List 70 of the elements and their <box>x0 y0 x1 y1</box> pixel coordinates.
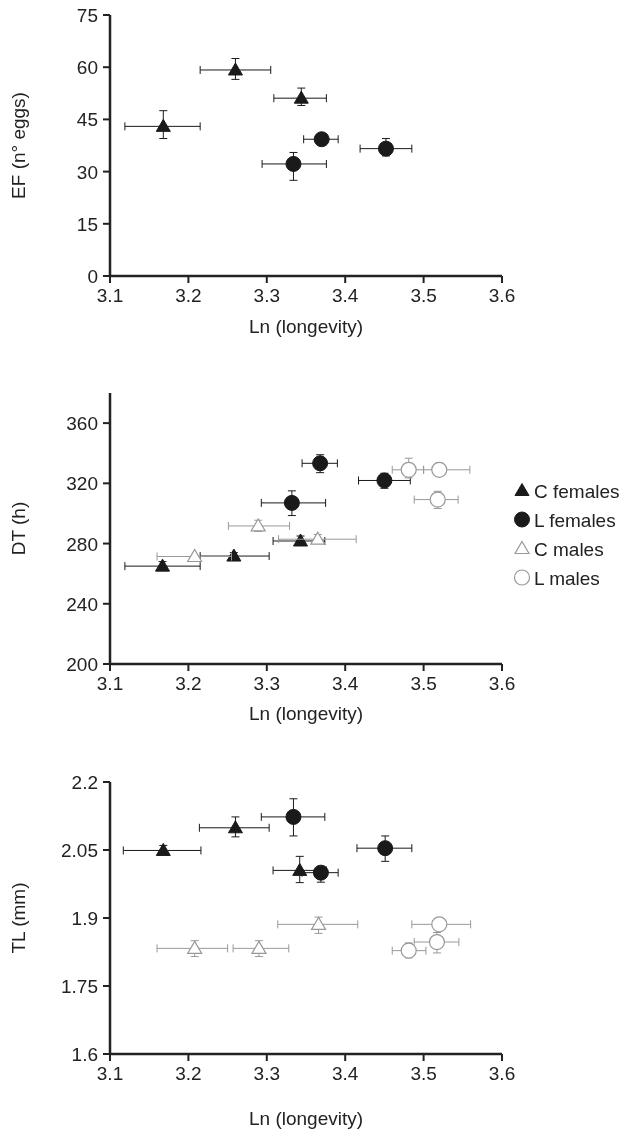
x-tick-label: 3.3 <box>253 1063 281 1084</box>
point <box>310 916 327 930</box>
x-tick-label: 3.3 <box>253 285 281 306</box>
point <box>310 531 326 545</box>
y-tick-label: 280 <box>66 533 98 555</box>
y-tick-label: 60 <box>76 57 98 79</box>
legend-label: C females <box>534 480 620 502</box>
x-tick-label: 3.5 <box>410 673 437 694</box>
x-tick-label: 3.5 <box>410 1063 437 1084</box>
point <box>431 916 448 933</box>
point <box>400 461 417 478</box>
y-tick-label: 2.05 <box>61 840 98 861</box>
point <box>431 461 448 478</box>
point <box>187 940 203 954</box>
point <box>377 140 394 157</box>
legend-label: C males <box>534 538 604 560</box>
x-tick-label: 3.6 <box>488 1063 516 1084</box>
x-tick-label: 3.1 <box>96 285 124 306</box>
point <box>429 491 446 508</box>
x-axis-title: Ln (longevity) <box>248 1108 364 1129</box>
legend-label: L males <box>534 567 600 589</box>
y-axis-title: TL (mm) <box>8 882 29 954</box>
point <box>283 494 300 511</box>
point <box>155 842 171 856</box>
y-tick-label: 1.9 <box>71 908 98 929</box>
y-axis-title: EF (n° eggs) <box>8 92 29 199</box>
y-tick-label: 1.75 <box>61 976 98 997</box>
point <box>376 472 393 489</box>
point <box>400 942 417 959</box>
point <box>285 155 302 172</box>
point <box>377 840 394 857</box>
x-tick-label: 3.6 <box>488 285 516 306</box>
x-axis-title: Ln (longevity) <box>248 703 364 724</box>
point <box>251 940 267 954</box>
x-tick-label: 3.4 <box>331 1063 359 1084</box>
y-tick-label: 75 <box>76 5 98 26</box>
legend-label: L females <box>534 509 616 531</box>
x-tick-label: 3.3 <box>253 673 281 694</box>
x-tick-label: 3.2 <box>175 673 202 694</box>
y-tick-label: 1.6 <box>71 1044 98 1065</box>
x-tick-label: 3.1 <box>96 673 124 694</box>
point <box>285 808 302 825</box>
y-tick-label: 15 <box>76 213 98 235</box>
x-tick-label: 3.5 <box>410 285 437 306</box>
point <box>312 455 329 472</box>
y-tick-label: 0 <box>87 266 98 287</box>
x-tick-label: 3.1 <box>96 1063 124 1084</box>
y-tick-label: 30 <box>76 161 98 183</box>
y-axis-title: DT (h) <box>8 501 29 556</box>
point <box>428 933 446 951</box>
y-tick-label: 200 <box>66 654 98 675</box>
y-tick-label: 240 <box>66 593 98 615</box>
x-tick-label: 3.4 <box>331 673 359 694</box>
point <box>155 118 171 132</box>
point <box>292 862 308 876</box>
y-tick-label: 45 <box>76 109 98 131</box>
point <box>155 558 171 572</box>
y-tick-label: 2.2 <box>71 772 98 793</box>
x-tick-label: 3.4 <box>331 285 359 306</box>
point <box>293 533 309 547</box>
y-tick-label: 320 <box>66 473 98 495</box>
x-tick-label: 3.2 <box>175 1063 202 1084</box>
x-tick-label: 3.2 <box>175 285 202 306</box>
point <box>227 820 243 834</box>
y-tick-label: 360 <box>66 413 98 435</box>
x-tick-label: 3.6 <box>488 673 516 694</box>
x-axis-title: Ln (longevity) <box>248 316 364 337</box>
point <box>313 131 330 148</box>
point <box>312 864 329 881</box>
point <box>227 62 243 76</box>
